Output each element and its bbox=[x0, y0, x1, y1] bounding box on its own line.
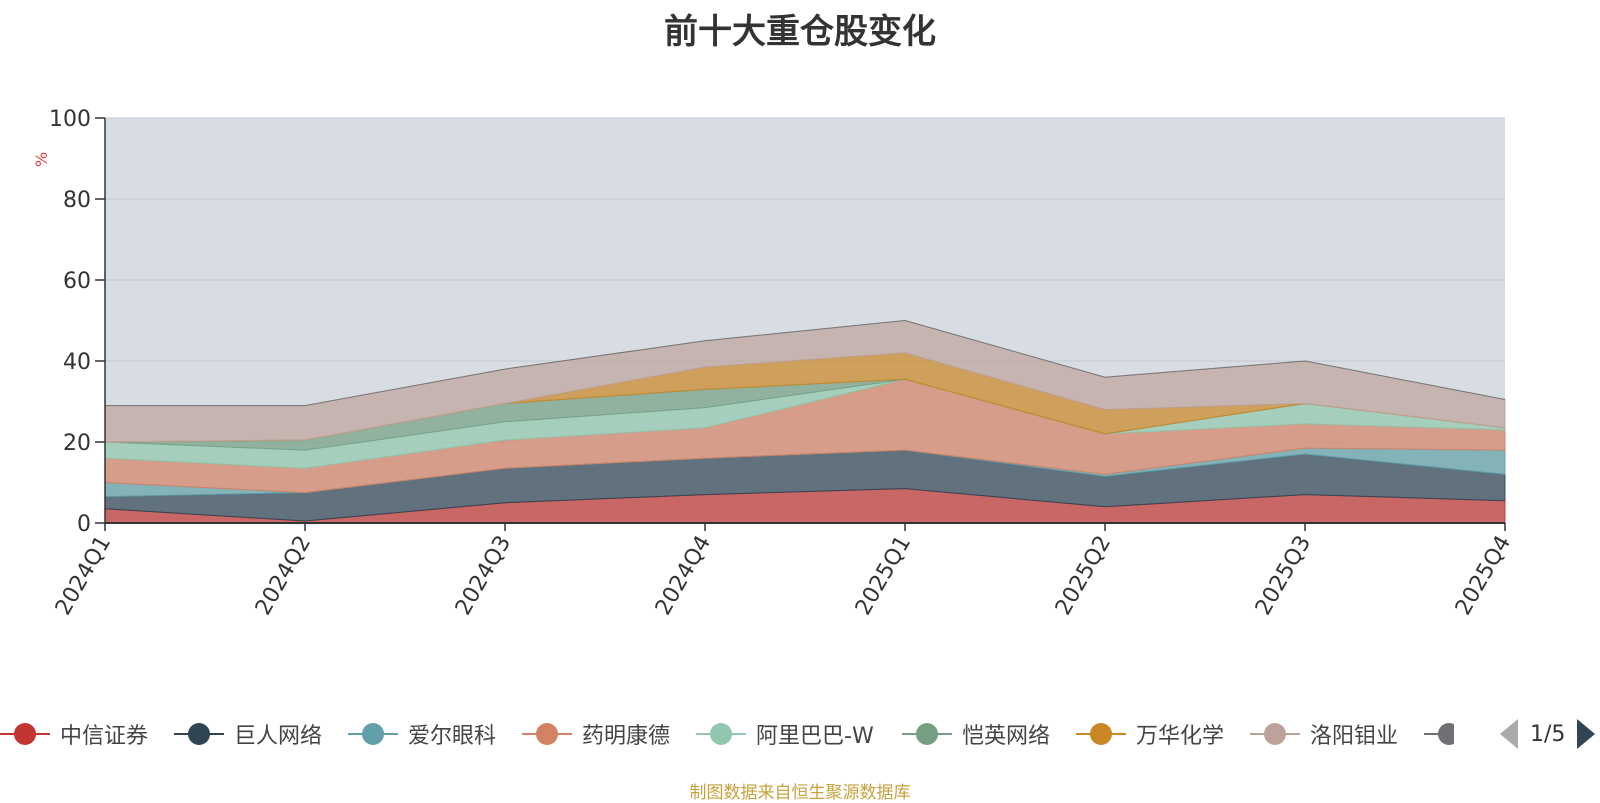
legend-marker-icon bbox=[1076, 721, 1126, 747]
x-tick-label: 2024Q3 bbox=[451, 532, 516, 620]
legend-label: 洛阳钼业 bbox=[1310, 724, 1399, 749]
legend-label: 巨人网络 bbox=[234, 724, 323, 749]
legend-marker-icon bbox=[522, 721, 572, 747]
x-tick-label: 2024Q2 bbox=[251, 532, 316, 620]
legend-label: 爱尔眼科 bbox=[408, 724, 497, 749]
legend-marker-icon bbox=[1424, 721, 1454, 747]
legend-item[interactable]: 中信证券 bbox=[0, 712, 148, 756]
y-tick-label: 100 bbox=[49, 107, 91, 132]
legend-marker-icon bbox=[1250, 721, 1300, 747]
area-series-9 bbox=[105, 319, 1506, 407]
area-chart: 0 20 40 60 80 100 2024Q1 2024Q2 2024Q3 2024Q4 2025… bbox=[49, 107, 1516, 620]
legend-label: 药明康德 bbox=[582, 724, 671, 749]
legend-marker-icon bbox=[174, 721, 224, 747]
legend-item[interactable]: 恺英网络 bbox=[902, 712, 1050, 756]
y-tick-label: 40 bbox=[63, 350, 91, 375]
y-tick-label: 0 bbox=[77, 512, 91, 537]
legend-item[interactable] bbox=[1424, 712, 1454, 756]
legend-item[interactable]: 爱尔眼科 bbox=[348, 712, 496, 756]
x-tick-label: 2024Q4 bbox=[651, 532, 716, 620]
x-tick-label: 2024Q1 bbox=[51, 532, 116, 620]
chart-title: 前十大重仓股变化 bbox=[664, 12, 936, 52]
legend-item[interactable]: 万华化学 bbox=[1076, 712, 1224, 756]
x-tick-label: 2025Q1 bbox=[851, 532, 916, 620]
legend-item[interactable]: 药明康德 bbox=[522, 712, 670, 756]
legend-prev-page-icon[interactable] bbox=[1500, 719, 1518, 749]
legend-marker-icon bbox=[696, 721, 746, 747]
source-note: 制图数据来自恒生聚源数据库 bbox=[689, 783, 911, 803]
legend-label: 恺英网络 bbox=[962, 724, 1051, 749]
x-tick-label: 2025Q3 bbox=[1251, 532, 1316, 620]
legend-pager: 1/5 bbox=[1500, 712, 1596, 756]
legend-next-page-icon[interactable] bbox=[1577, 719, 1596, 749]
legend-item[interactable]: 阿里巴巴-W bbox=[696, 712, 874, 756]
legend-marker-icon bbox=[348, 721, 398, 747]
y-tick-label: 60 bbox=[63, 269, 91, 294]
x-tick-label: 2025Q2 bbox=[1051, 532, 1116, 620]
y-tick-label: 20 bbox=[63, 431, 91, 456]
legend-label: 万华化学 bbox=[1136, 724, 1225, 749]
legend-page-indicator: 1/5 bbox=[1530, 721, 1566, 747]
legend-marker-icon bbox=[902, 721, 952, 747]
legend-label: 阿里巴巴-W bbox=[756, 724, 874, 749]
legend-item[interactable]: 洛阳钼业 bbox=[1250, 712, 1398, 756]
legend-label: 中信证券 bbox=[60, 724, 149, 749]
y-tick-label: 80 bbox=[63, 188, 91, 213]
legend-marker-icon bbox=[0, 721, 50, 747]
legend: 中信证券 巨人网络 爱尔眼科 药明康德 阿里巴巴-W 恺英网络 万华化学 洛阳钼业 bbox=[0, 712, 1600, 756]
legend-item[interactable]: 巨人网络 bbox=[174, 712, 322, 756]
x-tick-label: 2025Q4 bbox=[1451, 532, 1516, 620]
